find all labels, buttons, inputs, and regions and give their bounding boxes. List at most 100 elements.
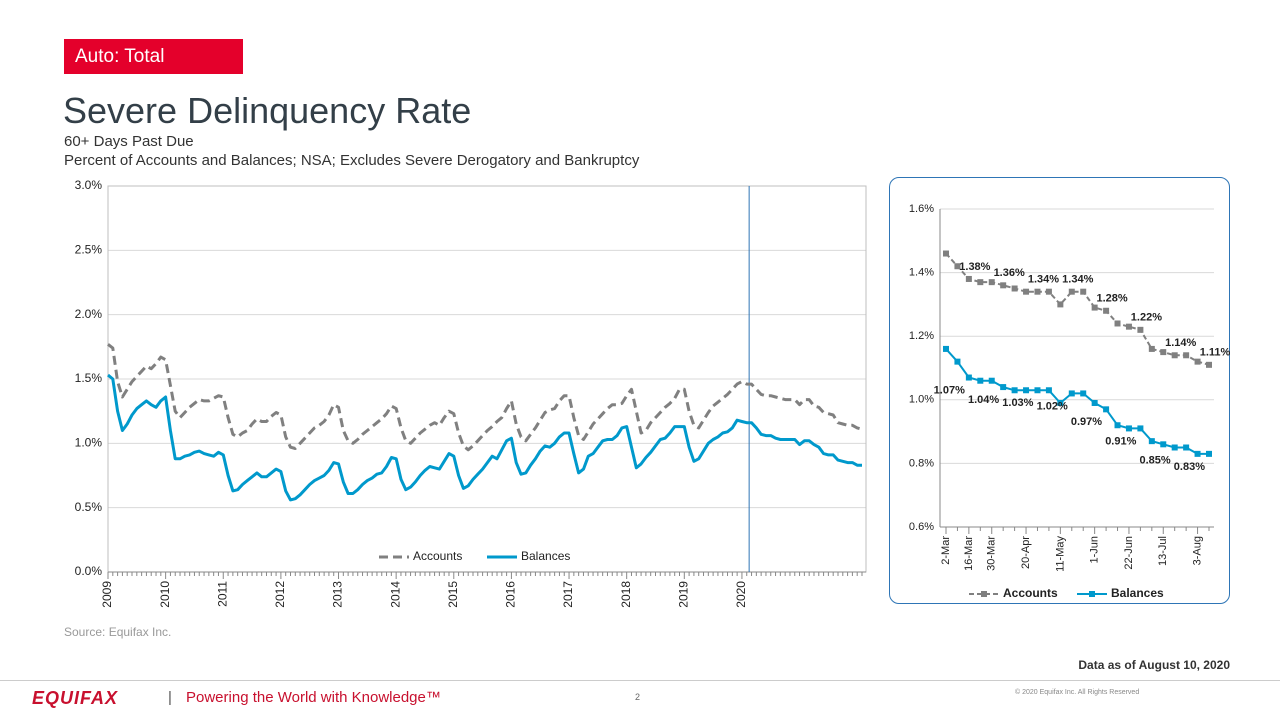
value-label: 1.34%: [1028, 274, 1059, 286]
marker: [1171, 444, 1178, 451]
marker: [1160, 441, 1167, 448]
value-label: 1.04%: [968, 394, 999, 406]
marker: [965, 275, 972, 282]
x-tick-label: 2013: [331, 581, 345, 608]
marker: [1023, 387, 1030, 394]
marker: [1011, 285, 1018, 292]
value-label: 0.83%: [1174, 461, 1205, 473]
marker: [954, 358, 961, 365]
marker: [1125, 425, 1132, 432]
marker: [1103, 406, 1110, 413]
title: Severe Delinquency Rate: [63, 90, 472, 131]
marker: [1206, 450, 1212, 457]
value-label: 0.97%: [1071, 416, 1102, 428]
marker: [1148, 345, 1155, 352]
marker: [977, 377, 984, 384]
marker: [1034, 288, 1041, 295]
marker: [943, 250, 949, 257]
x-tick-label: 2009: [100, 581, 114, 608]
marker: [1068, 390, 1075, 397]
value-label: 0.91%: [1105, 435, 1136, 447]
marker: [1080, 390, 1087, 397]
footer-rule: [0, 680, 1280, 681]
x-tick-label: 22-Jun: [1123, 536, 1135, 570]
marker: [1137, 425, 1144, 432]
series-line: [107, 373, 862, 502]
x-tick-label: 2010: [158, 581, 172, 608]
marker: [1183, 352, 1190, 359]
marker: [1000, 384, 1007, 391]
y-tick-label: 2.0%: [75, 307, 103, 321]
y-tick-label: 0.5%: [75, 500, 103, 514]
marker: [1114, 422, 1121, 429]
tag: Auto: Total: [64, 39, 243, 74]
marker: [1045, 387, 1052, 394]
y-tick-label: 1.0%: [75, 436, 103, 450]
value-label: 1.38%: [959, 261, 990, 273]
subtitle: Percent of Accounts and Balances; NSA; E…: [64, 152, 640, 169]
marker: [977, 279, 984, 286]
legend-label: Accounts: [413, 549, 462, 563]
marker: [1091, 399, 1098, 406]
source: Source: Equifax Inc.: [64, 625, 172, 639]
legend-label: Balances: [1111, 586, 1164, 600]
value-label: 1.07%: [934, 384, 965, 396]
marker: [965, 374, 972, 381]
legend-label: Balances: [521, 549, 570, 563]
y-tick-label: 1.5%: [75, 371, 103, 385]
x-tick-label: 2012: [273, 581, 287, 608]
marker: [1160, 349, 1167, 356]
value-label: 0.85%: [1139, 454, 1170, 466]
x-tick-label: 2015: [446, 581, 460, 608]
logo: EQUIFAX: [32, 688, 119, 708]
value-label: 1.22%: [1131, 312, 1162, 324]
marker: [1206, 361, 1212, 368]
x-tick-label: 1-Jun: [1089, 536, 1101, 564]
marker: [1034, 387, 1041, 394]
y-tick-label: 1.0%: [909, 394, 934, 406]
value-label: 1.03%: [1002, 397, 1033, 409]
marker: [1045, 288, 1052, 295]
marker: [1137, 326, 1144, 333]
legend-label: Accounts: [1003, 586, 1058, 600]
marker: [1068, 288, 1075, 295]
legend-marker: [981, 591, 987, 597]
marker: [954, 263, 961, 270]
series-line: [107, 343, 863, 452]
value-label: 1.02%: [1037, 400, 1068, 412]
x-tick-label: 30-Mar: [986, 536, 998, 571]
x-tick-label: 2020: [734, 581, 748, 608]
value-label: 1.36%: [994, 267, 1025, 279]
value-label: 1.14%: [1165, 337, 1196, 349]
y-tick-label: 0.8%: [909, 457, 934, 469]
x-tick-label: 2014: [388, 581, 402, 608]
x-tick-label: 3-Aug: [1191, 536, 1203, 565]
y-tick-label: 1.6%: [909, 203, 934, 215]
marker: [1103, 307, 1110, 314]
y-tick-label: 3.0%: [75, 178, 103, 192]
legend-marker: [1089, 591, 1095, 597]
marker: [1091, 304, 1098, 311]
y-tick-label: 1.2%: [909, 330, 934, 342]
separator: |: [168, 689, 172, 706]
marker: [1171, 352, 1178, 359]
marker: [988, 377, 995, 384]
marker: [943, 345, 949, 352]
y-tick-label: 1.4%: [909, 267, 934, 279]
marker: [1194, 450, 1201, 457]
x-tick-label: 20-Apr: [1020, 536, 1032, 569]
y-tick-label: 0.6%: [909, 521, 934, 533]
x-tick-label: 2-Mar: [940, 536, 952, 565]
x-tick-label: 16-Mar: [963, 536, 975, 571]
x-tick-label: 13-Jul: [1157, 536, 1169, 566]
marker: [1125, 323, 1132, 330]
subtitle: 60+ Days Past Due: [64, 133, 194, 150]
page-number: 2: [635, 692, 641, 702]
marker: [1194, 358, 1201, 365]
marker: [988, 279, 995, 286]
marker: [1080, 288, 1087, 295]
value-label: 1.11%: [1200, 347, 1231, 359]
value-label: 1.34%: [1062, 274, 1093, 286]
